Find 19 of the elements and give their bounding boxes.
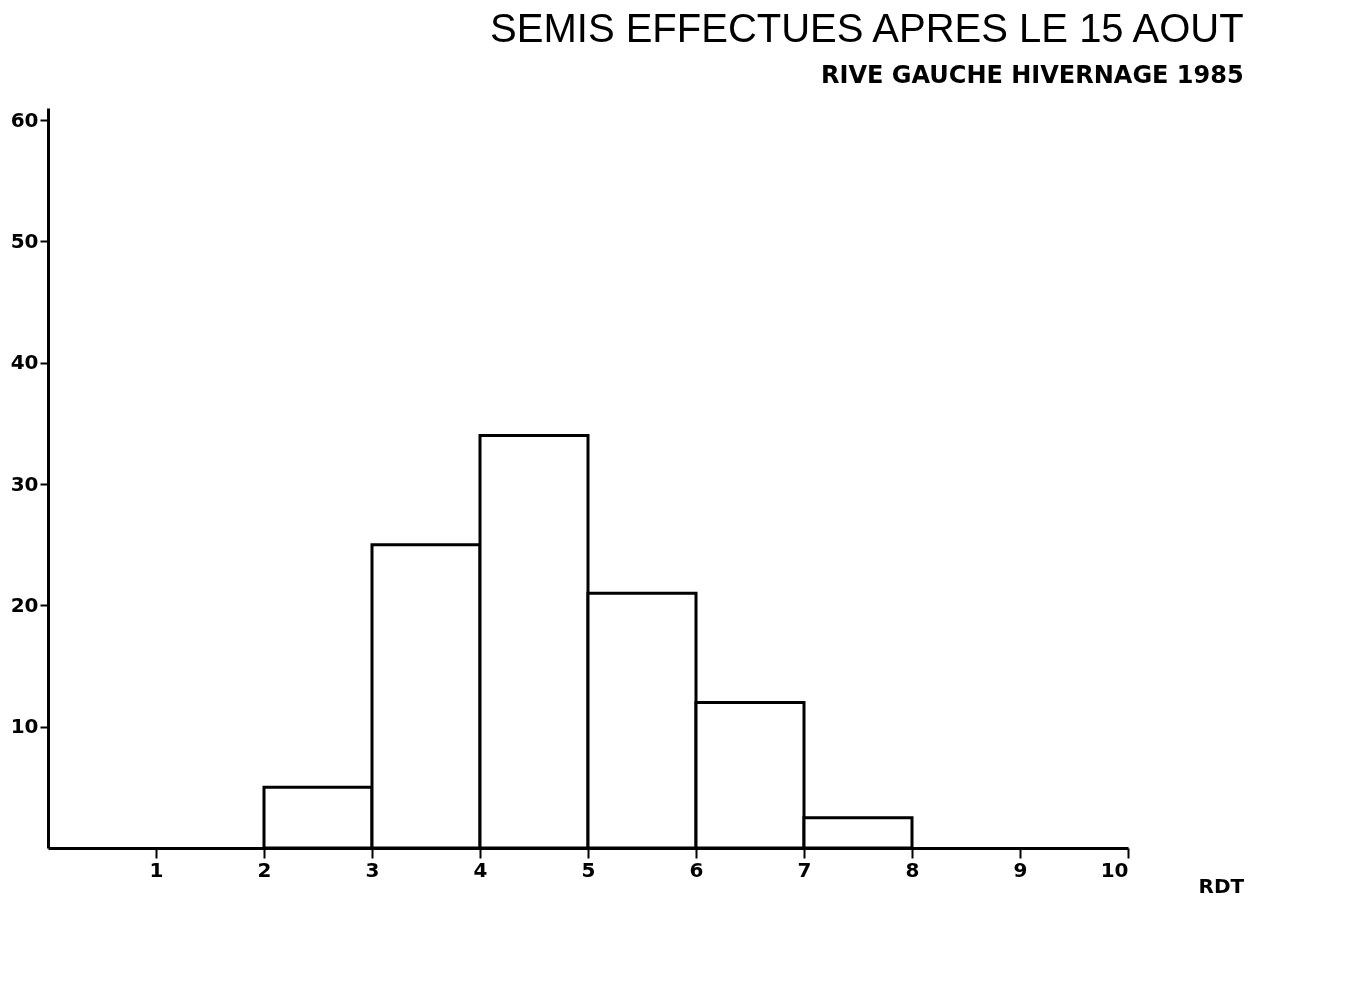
y-tick-label: 40 — [10, 350, 39, 375]
x-tick-label: 10 — [1100, 857, 1129, 882]
x-tick-label: 3 — [365, 857, 380, 882]
y-tick-label: 50 — [10, 228, 39, 253]
y-tick-label: 20 — [10, 592, 39, 617]
x-tick-label: 7 — [797, 857, 812, 882]
x-axis-title: RDT — [1198, 873, 1245, 898]
y-tick-label: 30 — [10, 471, 39, 496]
x-tick-label: 4 — [473, 857, 488, 882]
x-tick-label: 2 — [257, 857, 272, 882]
chart-subtitle: RIVE GAUCHE HIVERNAGE 1985 — [821, 61, 1244, 89]
x-tick-label: 6 — [689, 857, 704, 882]
y-tick-label: 10 — [10, 714, 39, 739]
x-tick-label: 8 — [905, 857, 920, 882]
x-tick-label: 1 — [149, 857, 164, 882]
chart-title: SEMIS EFFECTUES APRES LE 15 AOUT — [490, 6, 1244, 50]
y-tick-label: 60 — [10, 107, 39, 132]
x-tick-label: 9 — [1013, 857, 1028, 882]
x-tick-label: 5 — [581, 857, 596, 882]
